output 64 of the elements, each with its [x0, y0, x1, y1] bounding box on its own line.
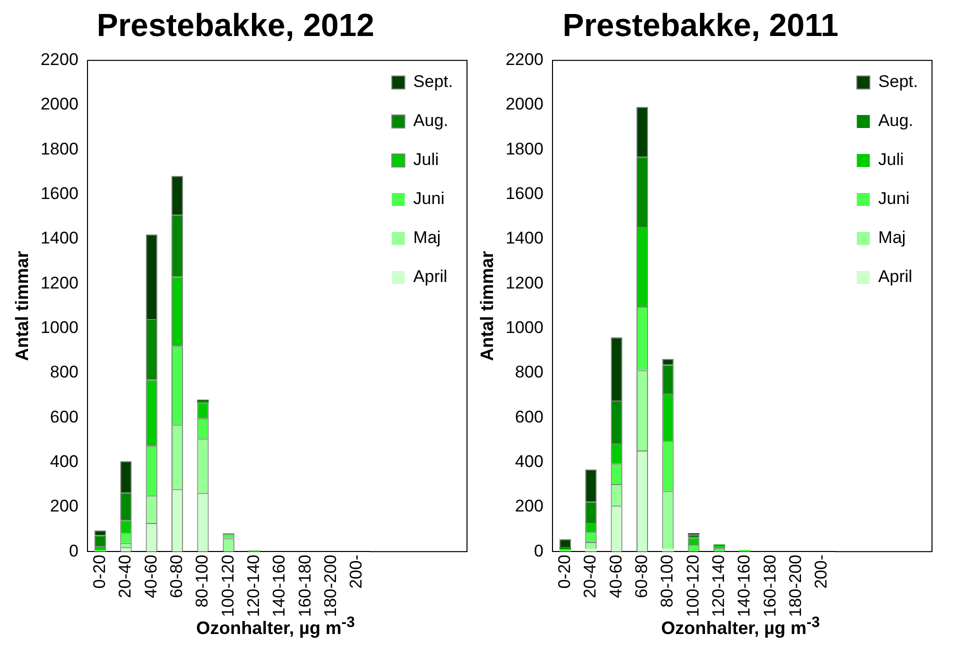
legend-label: Juli	[878, 150, 904, 170]
y-tick-label: 1800	[40, 139, 78, 158]
legend-label: Sept.	[413, 72, 454, 92]
x-tick-label: 100-120	[218, 554, 238, 617]
legend-label: April	[878, 267, 912, 286]
x-tick-label: 20-40	[580, 554, 600, 598]
legend-label: April	[413, 267, 448, 286]
legend-label: Maj	[413, 228, 441, 248]
y-tick-label: 1400	[506, 228, 544, 248]
legend-label: Sept.	[878, 72, 918, 92]
y-axis-title: Antal timmar	[12, 250, 32, 362]
x-tick-label: 80-100	[192, 554, 212, 608]
y-tick-label: 200	[50, 496, 78, 516]
legend-label: Juli	[413, 150, 439, 170]
x-tick-label: 0-20	[90, 554, 109, 589]
y-tick-label: 0	[534, 541, 544, 560]
x-tick-label: 80-100	[658, 554, 677, 608]
x-tick-label: 40-60	[141, 554, 160, 598]
chart-title: Prestebakke, 2011	[562, 7, 838, 44]
legend-label: Juni	[413, 189, 444, 208]
y-tick-label: 600	[50, 407, 78, 426]
y-tick-label: 2000	[40, 94, 78, 114]
x-tick-label: 100-120	[683, 554, 702, 617]
legend-label: Aug.	[413, 111, 448, 130]
y-tick-label: 2200	[40, 50, 78, 70]
x-tick-label: 40-60	[606, 554, 626, 598]
y-tick-label: 2200	[506, 50, 544, 70]
y-tick-label: 400	[50, 452, 78, 471]
y-tick-label: 1600	[40, 184, 78, 204]
x-tick-label: 20-40	[116, 554, 135, 598]
y-tick-label: 800	[50, 362, 78, 382]
x-tick-label: 200-	[346, 554, 366, 589]
x-tick-label: 60-80	[632, 554, 651, 598]
y-tick-label: 200	[515, 496, 544, 516]
y-tick-label: 1600	[506, 184, 544, 204]
legend-label: Maj	[878, 228, 906, 248]
x-tick-label: 60-80	[166, 554, 186, 598]
y-tick-label: 1400	[40, 228, 78, 248]
y-tick-label: 1800	[506, 139, 544, 158]
x-tick-label: 120-140	[708, 554, 728, 617]
bar	[662, 548, 674, 552]
y-axis-title: Antal timmar	[476, 250, 497, 362]
chart-title: Prestebakke, 2012	[96, 7, 374, 44]
x-tick-label: 160-180	[295, 554, 314, 617]
legend-label: Aug.	[878, 111, 914, 130]
y-tick-label: 2000	[506, 94, 544, 114]
x-tick-label: 180-200	[320, 554, 340, 617]
y-tick-label: 1200	[40, 273, 78, 292]
y-tick-label: 1000	[506, 318, 544, 338]
legend-label: Juni	[878, 189, 910, 208]
y-tick-label: 1200	[506, 273, 544, 292]
x-tick-label: 120-140	[244, 554, 263, 617]
bar	[585, 548, 597, 552]
x-tick-label: 180-200	[786, 554, 805, 617]
y-tick-label: 400	[515, 452, 544, 471]
x-tick-label: 0-20	[554, 554, 574, 589]
x-tick-label: 140-160	[270, 554, 289, 617]
y-tick-label: 1000	[40, 318, 78, 338]
y-tick-label: 0	[68, 541, 78, 560]
y-tick-label: 800	[515, 362, 544, 382]
x-tick-label: 160-180	[760, 554, 780, 617]
x-tick-label: 140-160	[734, 554, 754, 617]
y-tick-label: 600	[515, 407, 544, 426]
x-tick-label: 200-	[812, 554, 831, 589]
